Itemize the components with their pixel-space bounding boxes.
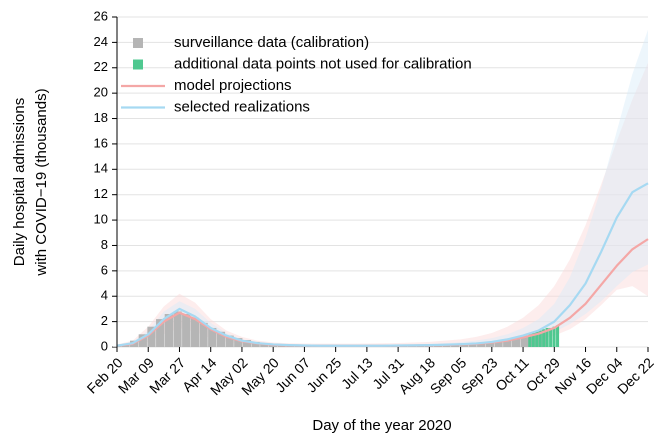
bar [216,331,226,347]
x-tick-label: Mar 27 [146,354,188,396]
y-tick-label: 14 [94,161,108,176]
bar [156,319,165,347]
bar [234,338,243,347]
bar [494,341,503,347]
bar [182,314,191,347]
y-tick-label: 16 [94,135,108,150]
bar [164,314,173,347]
y-tick-label: 20 [94,85,108,100]
bar [147,326,156,347]
y-tick-label: 22 [94,59,108,74]
bar [538,330,542,347]
bar [225,335,234,347]
bar [173,311,182,347]
y-tick-label: 2 [101,313,108,328]
bar [537,330,547,347]
y-tick-label: 4 [101,288,108,303]
bar [485,342,495,347]
legend-label: selected realizations [174,98,310,115]
y-tick-label: 8 [101,237,108,252]
y-tick-label: 26 [94,8,108,23]
legend-label: surveillance data (calibration) [174,34,369,51]
bar [531,333,535,347]
bar [511,338,521,347]
y-axis-title: Daily hospital admissions with COVID−19 … [11,88,50,276]
bar [199,322,208,347]
legend-swatch [133,38,143,48]
bar [251,341,260,347]
bar [545,327,549,347]
x-axis-title: Day of the year 2020 [312,417,451,434]
bar [549,327,553,347]
bar [468,343,477,347]
y-axis-title-line: with COVID−19 (thousands) [33,88,50,276]
bar [503,340,512,347]
bar [556,325,560,347]
y-axis-title-line: Daily hospital admissions [11,98,28,266]
x-tick-label: Sep 23 [458,354,501,397]
bar [542,329,546,347]
line [116,182,649,347]
x-tick-label: Jun 25 [303,354,344,395]
legend-swatch [133,59,143,70]
y-tick-label: 12 [94,186,108,201]
bar [242,340,252,347]
y-tick-label: 0 [101,338,108,353]
y-tick-label: 6 [101,262,108,277]
bar [477,342,486,347]
legend-label: additional data points not used for cali… [174,55,472,72]
bar [528,334,532,347]
bar [208,327,217,347]
bar [552,326,556,347]
bar [520,335,529,347]
y-tick-label: 24 [94,34,108,49]
bar [190,317,200,347]
bar [535,331,539,347]
y-tick-label: 10 [94,212,108,227]
bar [138,334,147,347]
legend-label: model projections [174,77,292,94]
y-tick-label: 18 [94,110,108,125]
x-tick-label: Jul 13 [338,354,376,392]
